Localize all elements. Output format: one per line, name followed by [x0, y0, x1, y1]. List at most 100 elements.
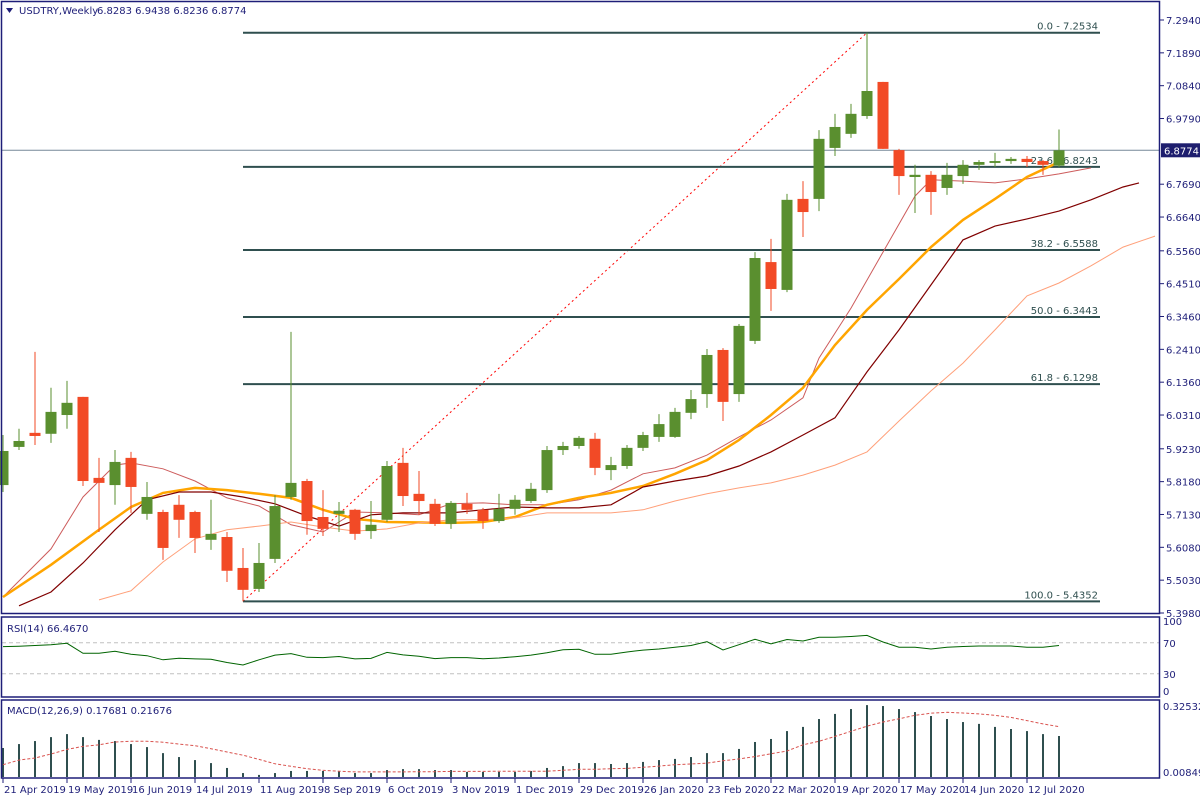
- price-axis-label: 5.3980: [1166, 609, 1200, 620]
- bullish-candle: [493, 493, 505, 523]
- candle-body: [877, 81, 889, 149]
- price-axis-label: 6.2410: [1166, 345, 1200, 356]
- candle-body: [381, 466, 393, 520]
- fibonacci-level-label: 38.2 - 6.5588: [1031, 239, 1098, 250]
- candle-body: [269, 506, 281, 559]
- bearish-candle: [797, 181, 809, 238]
- bullish-candle: [13, 428, 25, 451]
- bullish-candle: [1005, 156, 1017, 164]
- candle-body: [13, 440, 25, 447]
- candle-body: [973, 161, 985, 165]
- candle-body: [397, 462, 409, 497]
- bullish-candle: [45, 387, 57, 443]
- candle-body: [829, 126, 841, 148]
- candle-body: [413, 493, 425, 502]
- date-axis-label: 26 Jan 2020: [644, 785, 704, 796]
- candle-body: [557, 445, 569, 451]
- candle-body: [637, 435, 649, 448]
- macd-axis-label: 0.00849: [1163, 768, 1200, 779]
- date-axis-label: 22 Mar 2020: [772, 785, 835, 796]
- bullish-candle: [861, 32, 873, 119]
- candle-body: [845, 113, 857, 134]
- fibonacci-trend-line: [242, 32, 868, 602]
- bullish-candle: [989, 152, 1001, 167]
- fibonacci-level-label: 100.0 - 5.4352: [1024, 590, 1098, 601]
- bearish-candle: [237, 547, 249, 602]
- bearish-candle: [765, 238, 777, 311]
- bullish-candle: [845, 103, 857, 138]
- candle-body: [1053, 150, 1065, 166]
- rsi-axis-label: 100: [1163, 617, 1182, 628]
- candle-body: [749, 258, 761, 341]
- rsi-panel[interactable]: [2, 634, 1160, 675]
- bullish-candle: [733, 324, 745, 402]
- date-axis-label: 8 Sep 2019: [324, 785, 381, 796]
- bullish-candle: [909, 164, 921, 213]
- candle-body: [765, 262, 777, 289]
- bullish-candle: [813, 130, 825, 212]
- bearish-candle: [157, 509, 169, 560]
- date-axis-label: 17 May 2020: [900, 785, 965, 796]
- price-axis-label: 6.6640: [1166, 213, 1200, 224]
- date-axis-label: 19 Apr 2020: [836, 785, 898, 796]
- date-axis-label: 29 Dec 2019: [580, 785, 644, 796]
- bearish-candle: [413, 471, 425, 515]
- macd-axis-label: 0.32532: [1163, 702, 1200, 713]
- candle-body: [253, 562, 265, 589]
- candle-body: [589, 438, 601, 468]
- rsi-axis-label: 0: [1163, 687, 1169, 698]
- bearish-candle: [1037, 160, 1049, 175]
- candle-body: [429, 503, 441, 524]
- bullish-candle: [973, 160, 985, 170]
- price-axis-label: 7.0840: [1166, 82, 1200, 93]
- bullish-candle: [285, 331, 297, 500]
- candle-body: [509, 499, 521, 509]
- bullish-candle: [621, 445, 633, 469]
- price-axis-label: 5.5030: [1166, 576, 1200, 587]
- candle-body: [925, 174, 937, 193]
- bearish-candle: [93, 457, 105, 532]
- candle-body: [893, 150, 905, 177]
- candle-body: [989, 161, 1001, 163]
- macd-panel[interactable]: [2, 705, 1060, 777]
- date-axis-label: 1 Dec 2019: [516, 785, 574, 796]
- price-panel-frame: [0, 0, 1161, 615]
- candle-body: [957, 164, 969, 177]
- chart-menu-triangle-icon[interactable]: [6, 8, 13, 13]
- candle-body: [205, 533, 217, 540]
- candle-body: [349, 509, 361, 534]
- bullish-candle: [637, 431, 649, 451]
- candle-body: [861, 90, 873, 117]
- price-axis-label: 7.2940: [1166, 16, 1200, 27]
- price-axis-label: 6.4510: [1166, 280, 1200, 291]
- rsi-label: RSI(14) 66.4670: [7, 624, 88, 635]
- candle-body: [157, 511, 169, 548]
- candle-body: [621, 447, 633, 467]
- candle-body: [941, 174, 953, 188]
- candle-body: [1037, 161, 1049, 165]
- bullish-candle: [541, 445, 553, 493]
- moving-average-line: [18, 182, 1140, 607]
- candle-body: [45, 411, 57, 434]
- bullish-candle: [573, 435, 585, 449]
- bearish-candle: [125, 451, 137, 513]
- bullish-candle: [525, 482, 537, 503]
- bearish-candle: [317, 490, 329, 537]
- date-axis-label: 23 Feb 2020: [708, 785, 770, 796]
- rsi-axis-label: 30: [1163, 670, 1176, 681]
- candle-body: [285, 482, 297, 497]
- moving-average-line: [2, 160, 1060, 599]
- fibonacci-level-label: 50.0 - 6.3443: [1031, 306, 1098, 317]
- bearish-candle: [477, 507, 489, 529]
- date-axis-label: 14 Jun 2020: [964, 785, 1024, 796]
- candle-body: [733, 325, 745, 395]
- chart-ohlc-values: 6.8283 6.9438 6.8236 6.8774: [97, 6, 247, 17]
- date-axis-label: 3 Nov 2019: [452, 785, 510, 796]
- chart-symbol-timeframe: USDTRY,Weekly: [19, 6, 98, 17]
- date-axis-label: 12 Jul 2020: [1028, 785, 1085, 796]
- bullish-candle: [605, 456, 617, 481]
- date-axis-label: 21 Apr 2019: [4, 785, 66, 796]
